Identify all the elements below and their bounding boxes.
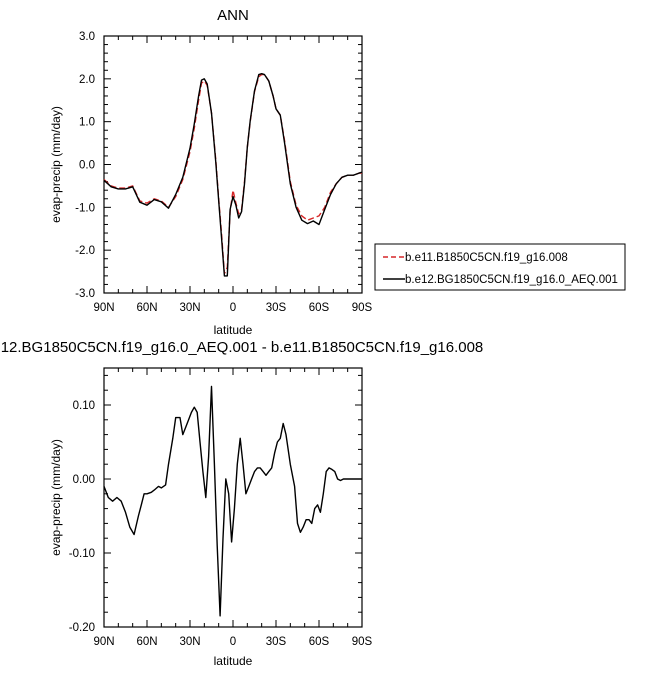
chart-title: ANN [217,7,249,24]
y-tick-label: -2.0 [75,245,95,257]
x-tick-label: 60S [309,636,330,648]
chart-panel-1 [103,35,626,294]
y-tick-label: -3.0 [75,288,95,300]
x-tick-label: 30S [266,302,287,314]
y-tick-label: -0.20 [69,622,95,634]
chart-title: 12.BG1850C5CN.f19_g16.0_AEQ.001 - b.e11.… [1,339,484,356]
y-axis-label: evap-precip (mm/day) [49,106,63,223]
x-tick-label: 0 [230,302,236,314]
x-tick-label: 60N [136,636,157,648]
legend-label-2: b.e12.BG1850C5CN.f19_g16.0_AEQ.001 [405,274,618,286]
x-tick-label: 60S [309,302,330,314]
y-tick-label: -0.10 [69,548,95,560]
y-axis-label: evap-precip (mm/day) [49,439,63,556]
y-tick-label: -1.0 [75,202,95,214]
y-tick-label: 0.0 [79,160,95,172]
x-tick-label: 0 [230,636,236,648]
x-tick-label: 90S [352,636,373,648]
y-tick-label: 0.10 [73,400,95,412]
y-tick-label: 3.0 [79,31,95,43]
legend-label-1: b.e11.B1850C5CN.f19_g16.008 [405,252,568,264]
x-tick-label: 30N [179,636,200,648]
x-tick-label: 30S [266,636,287,648]
series-line-2 [103,72,363,277]
plot-frame [103,35,363,294]
y-tick-label: 0.00 [73,474,95,486]
series-line-1 [103,73,362,275]
y-tick-label: 2.0 [79,74,95,86]
y-tick-label: 1.0 [79,117,95,129]
x-axis-label: latitude [214,323,253,337]
x-axis-label: latitude [214,654,253,668]
x-tick-label: 60N [136,302,157,314]
chart-panel-2 [103,367,363,628]
legend-box [374,243,626,291]
x-tick-label: 90N [93,636,114,648]
x-tick-label: 90N [93,302,114,314]
series-line-1 [103,385,362,617]
x-tick-label: 30N [179,302,200,314]
x-tick-label: 90S [352,302,373,314]
